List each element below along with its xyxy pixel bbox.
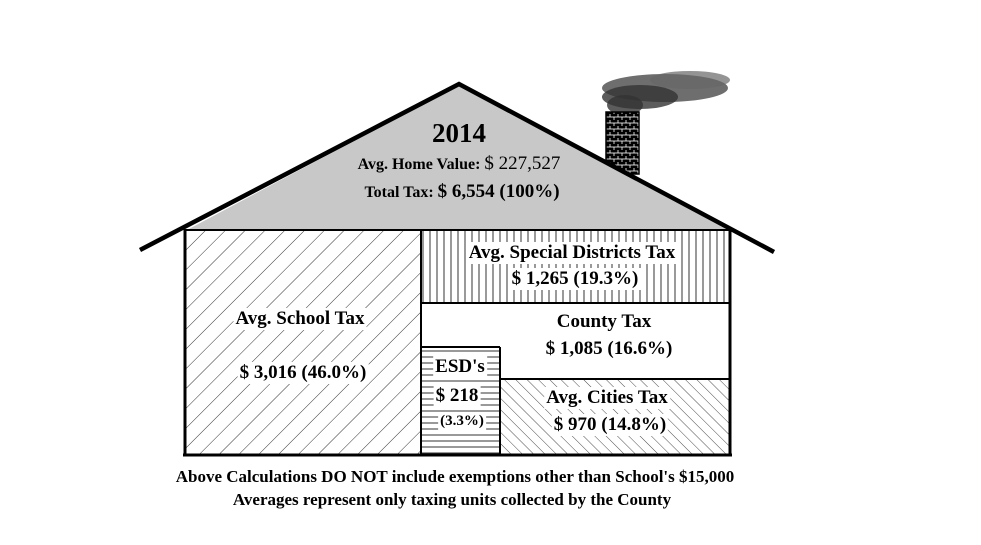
roof-outline [138,81,776,254]
special-districts-amount: $ 1,265 (19.3%) [509,268,641,290]
special-districts-section [421,230,730,303]
smoke [602,71,730,115]
esd-percent: (3.3%) [438,413,486,430]
home-value-line: Avg. Home Value: $ 227,527 [358,153,561,175]
esd-label: ESD's [433,356,487,378]
house-walls [183,229,732,457]
home-value-label: Avg. Home Value: [357,156,481,173]
year-title: 2014 [432,118,486,148]
roof [187,85,731,230]
school-tax-amount: $ 3,016 (46.0%) [237,362,369,384]
school-section [185,230,421,455]
cities-tax-amount: $ 970 (14.8%) [551,414,669,436]
county-tax-label: County Tax [556,311,652,332]
county-tax-amount: $ 1,085 (16.6%) [545,338,673,359]
total-tax-label: Total Tax: [364,184,434,201]
cities-tax-label: Avg. Cities Tax [544,387,670,409]
total-tax: $ 6,554 (100%) [437,181,560,202]
footer-note-2: Averages represent only taxing units col… [232,490,672,509]
esd-amount: $ 218 [433,385,481,407]
footer-note-1: Above Calculations DO NOT include exempt… [175,467,735,486]
school-tax-label: Avg. School Tax [233,308,367,330]
total-tax-line: Total Tax: $ 6,554 (100%) [364,181,559,203]
special-districts-label: Avg. Special Districts Tax [466,242,678,264]
home-value: $ 227,527 [484,153,561,174]
